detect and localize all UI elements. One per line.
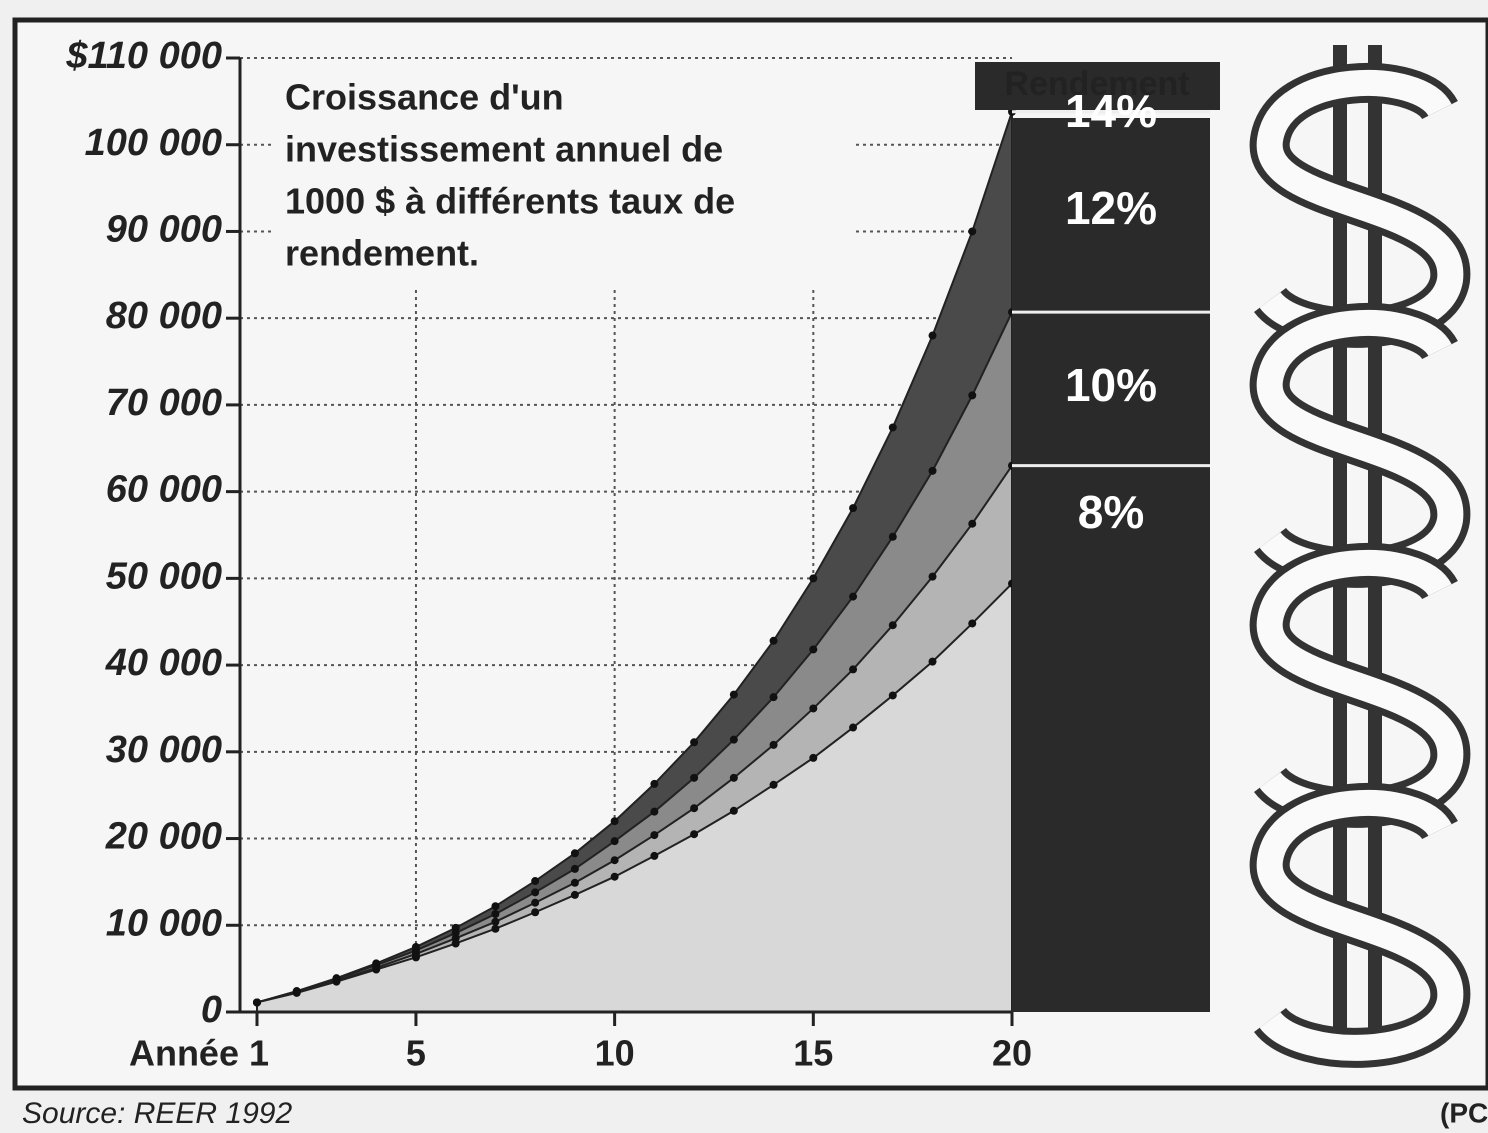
point [730,691,738,699]
credit: (PC [1440,1097,1488,1128]
point [571,849,579,857]
point [770,693,778,701]
y-tick-label: 0 [201,989,222,1031]
legend-label: 8% [1078,486,1144,538]
point [929,658,937,666]
point [650,852,658,860]
y-tick-label: 40 000 [105,642,222,684]
point [332,978,340,986]
chart-title: 1000 $ à différents taux de [285,181,735,222]
point [770,741,778,749]
point [491,925,499,933]
y-tick-label: 100 000 [85,122,222,164]
legend-box [1012,118,1210,1012]
point [770,637,778,645]
point [929,467,937,475]
chart-title: rendement. [285,233,479,274]
legend-label: 10% [1065,359,1157,411]
point [889,423,897,431]
point [968,391,976,399]
point [650,780,658,788]
point [690,774,698,782]
point [889,533,897,541]
point [412,953,420,961]
point [611,856,619,864]
point [730,774,738,782]
point [849,504,857,512]
x-tick-label: 5 [406,1033,426,1074]
point [571,879,579,887]
x-tick-label: 10 [595,1033,635,1074]
point [849,724,857,732]
y-tick-label: 90 000 [106,208,222,250]
y-tick-label: 30 000 [106,729,222,771]
x-tick-label: 15 [793,1033,833,1074]
x-tick-label: Année 1 [129,1033,269,1074]
point [968,520,976,528]
chart: 0 10 000 20 000 30 000 40 000 50 000 60 000 70 … [0,0,1488,1133]
y-tick-label: 20 000 [105,816,222,858]
point [531,888,539,896]
point [611,837,619,845]
point [929,573,937,581]
point [531,899,539,907]
point [690,830,698,838]
point [531,877,539,885]
y-tick-label: 80 000 [106,295,222,337]
chart-title: investissement annuel de [285,129,723,170]
point [650,831,658,839]
point [968,227,976,235]
point [690,738,698,746]
chart-title: Croissance d'un [285,77,564,118]
y-tick-label: 70 000 [106,382,222,424]
point [452,939,460,947]
point [491,902,499,910]
point [372,966,380,974]
legend-label: 14% [1065,85,1157,137]
point [929,332,937,340]
point [611,873,619,881]
point [650,808,658,816]
point [889,691,897,699]
point [968,619,976,627]
y-tick-label: 50 000 [106,555,222,597]
point [491,918,499,926]
source: Source: REER 1992 [22,1097,292,1130]
point [730,807,738,815]
point [690,804,698,812]
point [611,817,619,825]
point [809,704,817,712]
point [809,754,817,762]
x-tick-label: 20 [992,1033,1032,1074]
point [770,781,778,789]
y-tick-label: 60 000 [106,469,222,511]
point [809,574,817,582]
point [253,998,261,1006]
point [849,593,857,601]
y-tick-label: $110 000 [65,35,222,77]
point [571,865,579,873]
point [491,910,499,918]
y-tick-label: 10 000 [106,902,222,944]
point [849,665,857,673]
point [293,989,301,997]
point [531,908,539,916]
point [889,621,897,629]
legend-label: 12% [1065,182,1157,234]
point [571,891,579,899]
point [730,736,738,744]
point [809,645,817,653]
